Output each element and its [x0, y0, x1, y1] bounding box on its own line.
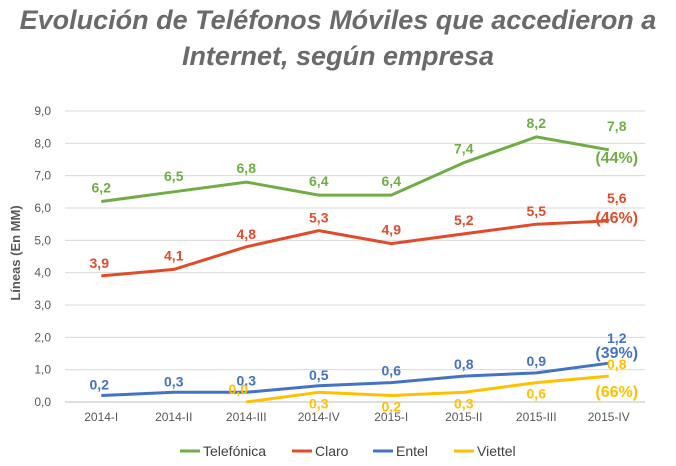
data-label: 8,2 — [527, 115, 547, 131]
data-label: 0,3 — [237, 372, 257, 388]
data-label: 6,8 — [237, 160, 257, 176]
y-tick-label: 4,0 — [34, 266, 51, 280]
chart-title: Evolución de Teléfonos Móviles que acced… — [19, 5, 657, 71]
series-lines — [101, 135, 610, 404]
y-tick-label: 0,0 — [34, 395, 51, 409]
x-tick-label: 2015-III — [516, 410, 557, 424]
data-label: 4,1 — [164, 247, 184, 263]
data-label: 6,4 — [309, 173, 329, 189]
legend: Telefónica Claro Entel Viettel — [180, 443, 516, 459]
series-line-claro — [101, 219, 609, 278]
data-label: 0,2 — [90, 377, 110, 393]
data-label: 0,3 — [309, 395, 329, 411]
data-label: 0,3 — [164, 373, 184, 389]
x-tick-label: 2014-I — [84, 410, 118, 424]
data-label: 6,5 — [164, 168, 184, 184]
share-annotation: (66%) — [595, 384, 638, 401]
data-label: 4,8 — [237, 226, 257, 242]
x-tick-label: 2014-IV — [298, 410, 340, 424]
x-axis-ticks: 2014-I 2014-II 2014-III 2014-IV 2015-I 2015-I… — [84, 410, 630, 424]
x-tick-label: 2015-IV — [588, 410, 630, 424]
x-tick-label: 2015-I — [374, 410, 408, 424]
data-label: 0,6 — [382, 363, 402, 379]
x-tick-label: 2014-II — [155, 410, 192, 424]
y-axis-ticks: 0,0 1,0 2,0 3,0 4,0 5,0 6,0 7,0 8,0 9,0 — [34, 104, 51, 409]
y-tick-label: 5,0 — [34, 233, 51, 247]
legend-item: Telefónica — [180, 443, 266, 459]
data-label: 0,8 — [454, 356, 474, 372]
series-line-entel — [101, 361, 609, 397]
data-label: 3,9 — [90, 255, 110, 271]
legend-item: Entel — [373, 443, 428, 459]
data-label: 5,5 — [527, 203, 547, 219]
data-label: 6,4 — [382, 173, 402, 189]
series-line-telefnica — [101, 135, 610, 203]
legend-label: Claro — [315, 443, 349, 459]
y-axis-label: Líneas (En MM) — [8, 205, 23, 300]
data-labels: 6,2 6,5 6,8 6,4 6,4 7,4 8,2 7,8 (44%) 3,9 4,1 4,8 5,… — [90, 115, 639, 415]
data-label: 7,8 — [607, 118, 627, 134]
data-label: 0,6 — [527, 386, 547, 402]
data-label: 6,2 — [92, 180, 112, 196]
share-annotation: (39%) — [595, 345, 638, 362]
share-annotation: (46%) — [595, 210, 638, 227]
y-tick-label: 8,0 — [34, 136, 51, 150]
data-label: 1,2 — [607, 330, 627, 346]
y-tick-label: 2,0 — [34, 330, 51, 344]
series-line-viettel — [246, 374, 609, 404]
x-tick-label: 2015-II — [445, 410, 482, 424]
share-annotation: (44%) — [595, 150, 638, 167]
data-label: 0,9 — [527, 353, 547, 369]
data-label: 5,6 — [607, 190, 627, 206]
legend-item: Viettel — [454, 443, 516, 459]
data-label: 4,9 — [382, 222, 402, 238]
data-label: 5,3 — [309, 210, 329, 226]
legend-label: Entel — [396, 443, 428, 459]
data-label: 0,5 — [309, 367, 329, 383]
data-label: 0,8 — [607, 356, 627, 372]
gridlines — [65, 110, 645, 403]
legend-item: Claro — [292, 443, 349, 459]
x-tick-label: 2014-III — [226, 410, 267, 424]
legend-label: Viettel — [477, 443, 516, 459]
data-label: 7,4 — [454, 141, 474, 157]
y-tick-label: 9,0 — [34, 104, 51, 118]
data-label: 0,2 — [382, 399, 402, 415]
data-label: 0,0 — [229, 381, 249, 397]
data-label: 5,2 — [454, 212, 474, 228]
legend-label: Telefónica — [203, 443, 266, 459]
y-tick-label: 3,0 — [34, 298, 51, 312]
y-tick-label: 6,0 — [34, 201, 51, 215]
y-tick-label: 1,0 — [34, 363, 51, 377]
data-label: 0,3 — [454, 395, 474, 411]
y-tick-label: 7,0 — [34, 169, 51, 183]
